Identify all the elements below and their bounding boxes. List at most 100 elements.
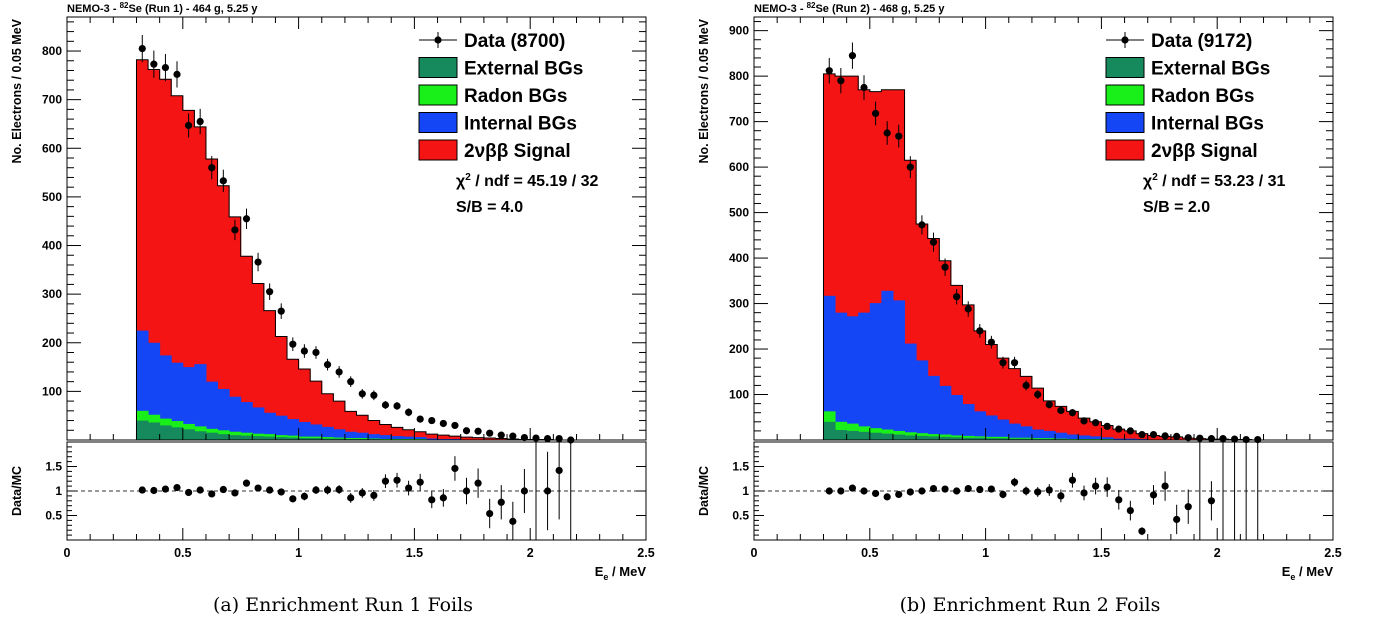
- ratio-point: [486, 509, 494, 518]
- x-tick-label: 1.5: [1093, 546, 1110, 560]
- chart-panel-run1: NEMO-3 - 82Se (Run 1) - 464 g, 5.25 y 100…: [0, 0, 686, 632]
- histogram-bar: [927, 436, 940, 440]
- ratio-point: [335, 485, 343, 494]
- y-tick-label: 800: [729, 69, 749, 83]
- histogram-bar: [449, 436, 462, 440]
- fit-stat-superscript: 2: [465, 172, 471, 183]
- legend-label: 2νββ Signal: [464, 141, 571, 162]
- ratio-tick-label: 1: [742, 484, 749, 498]
- stack-series-2: [823, 290, 1183, 440]
- fit-stat-part: χ: [456, 173, 466, 190]
- histogram-bar: [1020, 426, 1033, 440]
- ratio-point: [393, 476, 401, 484]
- histogram-bar: [1101, 437, 1114, 440]
- data-point: [987, 338, 995, 346]
- legend-label: Data (8700): [464, 31, 565, 52]
- histogram-bar: [171, 427, 184, 440]
- chart-title-part: Se (Run 2) - 468 g, 5.25 y: [815, 3, 945, 15]
- data-points: [138, 34, 575, 444]
- y-tick-label: 600: [42, 141, 62, 155]
- ratio-point: [1161, 482, 1169, 490]
- x-tick-label: 0: [64, 546, 71, 560]
- histogram-bar: [962, 437, 975, 440]
- data-point: [1045, 400, 1053, 409]
- ratio-point: [1126, 507, 1134, 515]
- histogram-bar: [379, 435, 392, 440]
- fit-stat-part: / ndf = 45.19 / 32: [471, 173, 599, 190]
- data-point: [323, 361, 332, 369]
- ratio-point: [219, 485, 227, 494]
- ratio-point: [883, 493, 891, 501]
- histogram-bar: [1124, 438, 1137, 440]
- stack-series-3: [136, 59, 554, 441]
- fit-stat-part: S/B = 4.0: [456, 199, 523, 216]
- ratio-point: [173, 483, 181, 492]
- histogram-bar: [1043, 400, 1056, 440]
- ratio-point: [1045, 486, 1053, 494]
- histogram-bar: [916, 435, 929, 440]
- ratio-point: [231, 489, 239, 497]
- histogram-bar: [1020, 376, 1033, 440]
- data-point: [509, 432, 517, 440]
- ratio-points: [138, 442, 572, 540]
- data-point: [266, 288, 274, 296]
- histogram-bar: [927, 375, 940, 440]
- histogram-bar: [846, 316, 859, 440]
- ratio-point: [347, 494, 355, 502]
- y-tick-label: 400: [42, 239, 62, 253]
- ratio-point: [161, 485, 170, 493]
- data-point: [1207, 435, 1216, 443]
- data-point: [1103, 422, 1111, 430]
- data-point: [883, 129, 891, 137]
- ratio-point: [1115, 496, 1123, 504]
- data-point: [289, 340, 297, 348]
- ratio-point: [1010, 478, 1019, 486]
- histogram-bar: [1043, 430, 1056, 440]
- data-point: [520, 433, 529, 442]
- ratio-point: [520, 487, 529, 495]
- data-point: [1138, 430, 1146, 439]
- y-tick-label: 500: [729, 206, 749, 220]
- data-point: [173, 70, 181, 78]
- data-point: [906, 163, 914, 171]
- main-plot-frame: [66, 16, 647, 441]
- histogram-bar: [205, 432, 219, 440]
- histogram-bar: [823, 295, 836, 440]
- data-point: [335, 368, 343, 376]
- x-tick-label: 1: [982, 546, 989, 560]
- data-point: [1219, 435, 1227, 443]
- data-point: [825, 67, 833, 75]
- mc-total-outline: [822, 73, 1264, 441]
- histogram-bar: [194, 431, 207, 440]
- ratio-y-axis-label: Data/MC: [697, 466, 711, 516]
- data-point: [918, 221, 926, 229]
- chart-title-superscript: 82: [807, 1, 816, 10]
- histogram-bar: [916, 360, 929, 440]
- data-point: [439, 419, 447, 428]
- data-point: [231, 226, 239, 234]
- legend-label: Internal BGs: [464, 114, 577, 135]
- histogram-bar: [205, 158, 219, 440]
- histogram-bar: [858, 431, 871, 440]
- histogram-bar: [1078, 435, 1091, 440]
- histogram-bar: [252, 436, 265, 440]
- histogram-bar: [1112, 429, 1126, 440]
- ratio-tick-label: 1: [55, 484, 62, 498]
- histogram-bar: [194, 364, 207, 440]
- data-point: [462, 427, 471, 435]
- data-point: [543, 434, 552, 443]
- ratio-point: [497, 498, 505, 506]
- histogram-bar: [1089, 421, 1102, 440]
- data-point: [895, 132, 903, 140]
- ratio-point: [428, 496, 436, 504]
- histogram-bar: [1078, 418, 1091, 440]
- histogram-bar: [240, 402, 253, 440]
- y-tick-label: 300: [729, 297, 749, 311]
- histogram-plot: NEMO-3 - 82Se (Run 1) - 464 g, 5.25 y100…: [10, 1, 655, 582]
- x-axis-label-subscript: e: [603, 572, 608, 582]
- histogram-bar: [391, 436, 404, 440]
- x-axis-label-part: E: [1282, 564, 1291, 579]
- histogram-bar: [229, 396, 242, 440]
- histogram-bar: [217, 434, 230, 440]
- ratio-point: [964, 484, 972, 493]
